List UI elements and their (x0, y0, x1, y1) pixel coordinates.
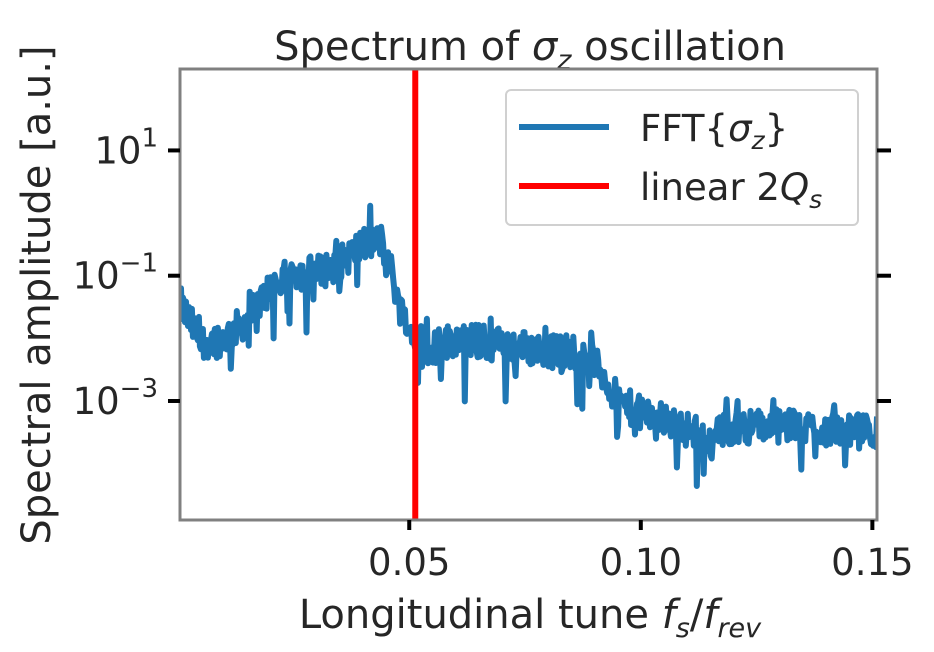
x-tick-label: 0.05 (368, 541, 450, 584)
y-tick-label: 10−3 (73, 374, 158, 423)
x-axis-label: Longitudinal tune fs/frev (299, 592, 762, 644)
legend-label-fft: FFT{σz} (640, 107, 788, 155)
y-tick-label: 101 (94, 123, 158, 172)
tick-layer: 0.05 0.10 0.15 101 10−1 10−3 (73, 123, 914, 584)
legend: FFT{σz} linear 2Qs (505, 89, 859, 226)
chart-title: Spectrum of σz oscillation (274, 24, 786, 76)
legend-label-linear-2qs: linear 2Qs (640, 166, 822, 214)
y-axis-label: Spectral amplitude [a.u.] (14, 45, 60, 544)
plot-frame (178, 67, 879, 522)
x-tick-label: 0.10 (600, 541, 682, 584)
data-layer (180, 69, 877, 520)
y-tick-label: 10−1 (73, 249, 158, 298)
x-tick-label: 0.15 (831, 541, 913, 584)
series-fft-line (180, 202, 877, 489)
legend-box (505, 89, 859, 226)
